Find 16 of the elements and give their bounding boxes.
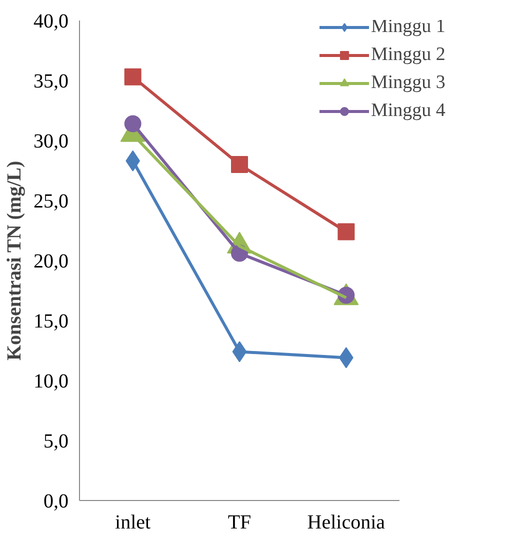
y-tick-label: 10,0: [34, 370, 68, 392]
y-axis-title: Konsentrasi TN (mg/L): [4, 160, 26, 360]
y-tick-label: 30,0: [34, 130, 68, 152]
y-tick-label: 25,0: [34, 190, 68, 212]
x-tick-label: inlet: [115, 512, 152, 534]
y-tick-label: 15,0: [34, 310, 68, 332]
x-tick-label: Heliconia: [307, 512, 386, 534]
x-tick-label: TF: [228, 512, 252, 534]
y-tick-label: 40,0: [34, 10, 68, 32]
legend-label: Minggu 2: [371, 44, 446, 66]
legend-label: Minggu 3: [371, 72, 446, 94]
y-tick-label: 35,0: [34, 70, 68, 92]
y-tick-label: 5,0: [44, 430, 68, 452]
y-tick-label: 20,0: [34, 250, 68, 272]
y-tick-label: 0,0: [44, 490, 68, 512]
legend-label: Minggu 4: [371, 100, 446, 122]
